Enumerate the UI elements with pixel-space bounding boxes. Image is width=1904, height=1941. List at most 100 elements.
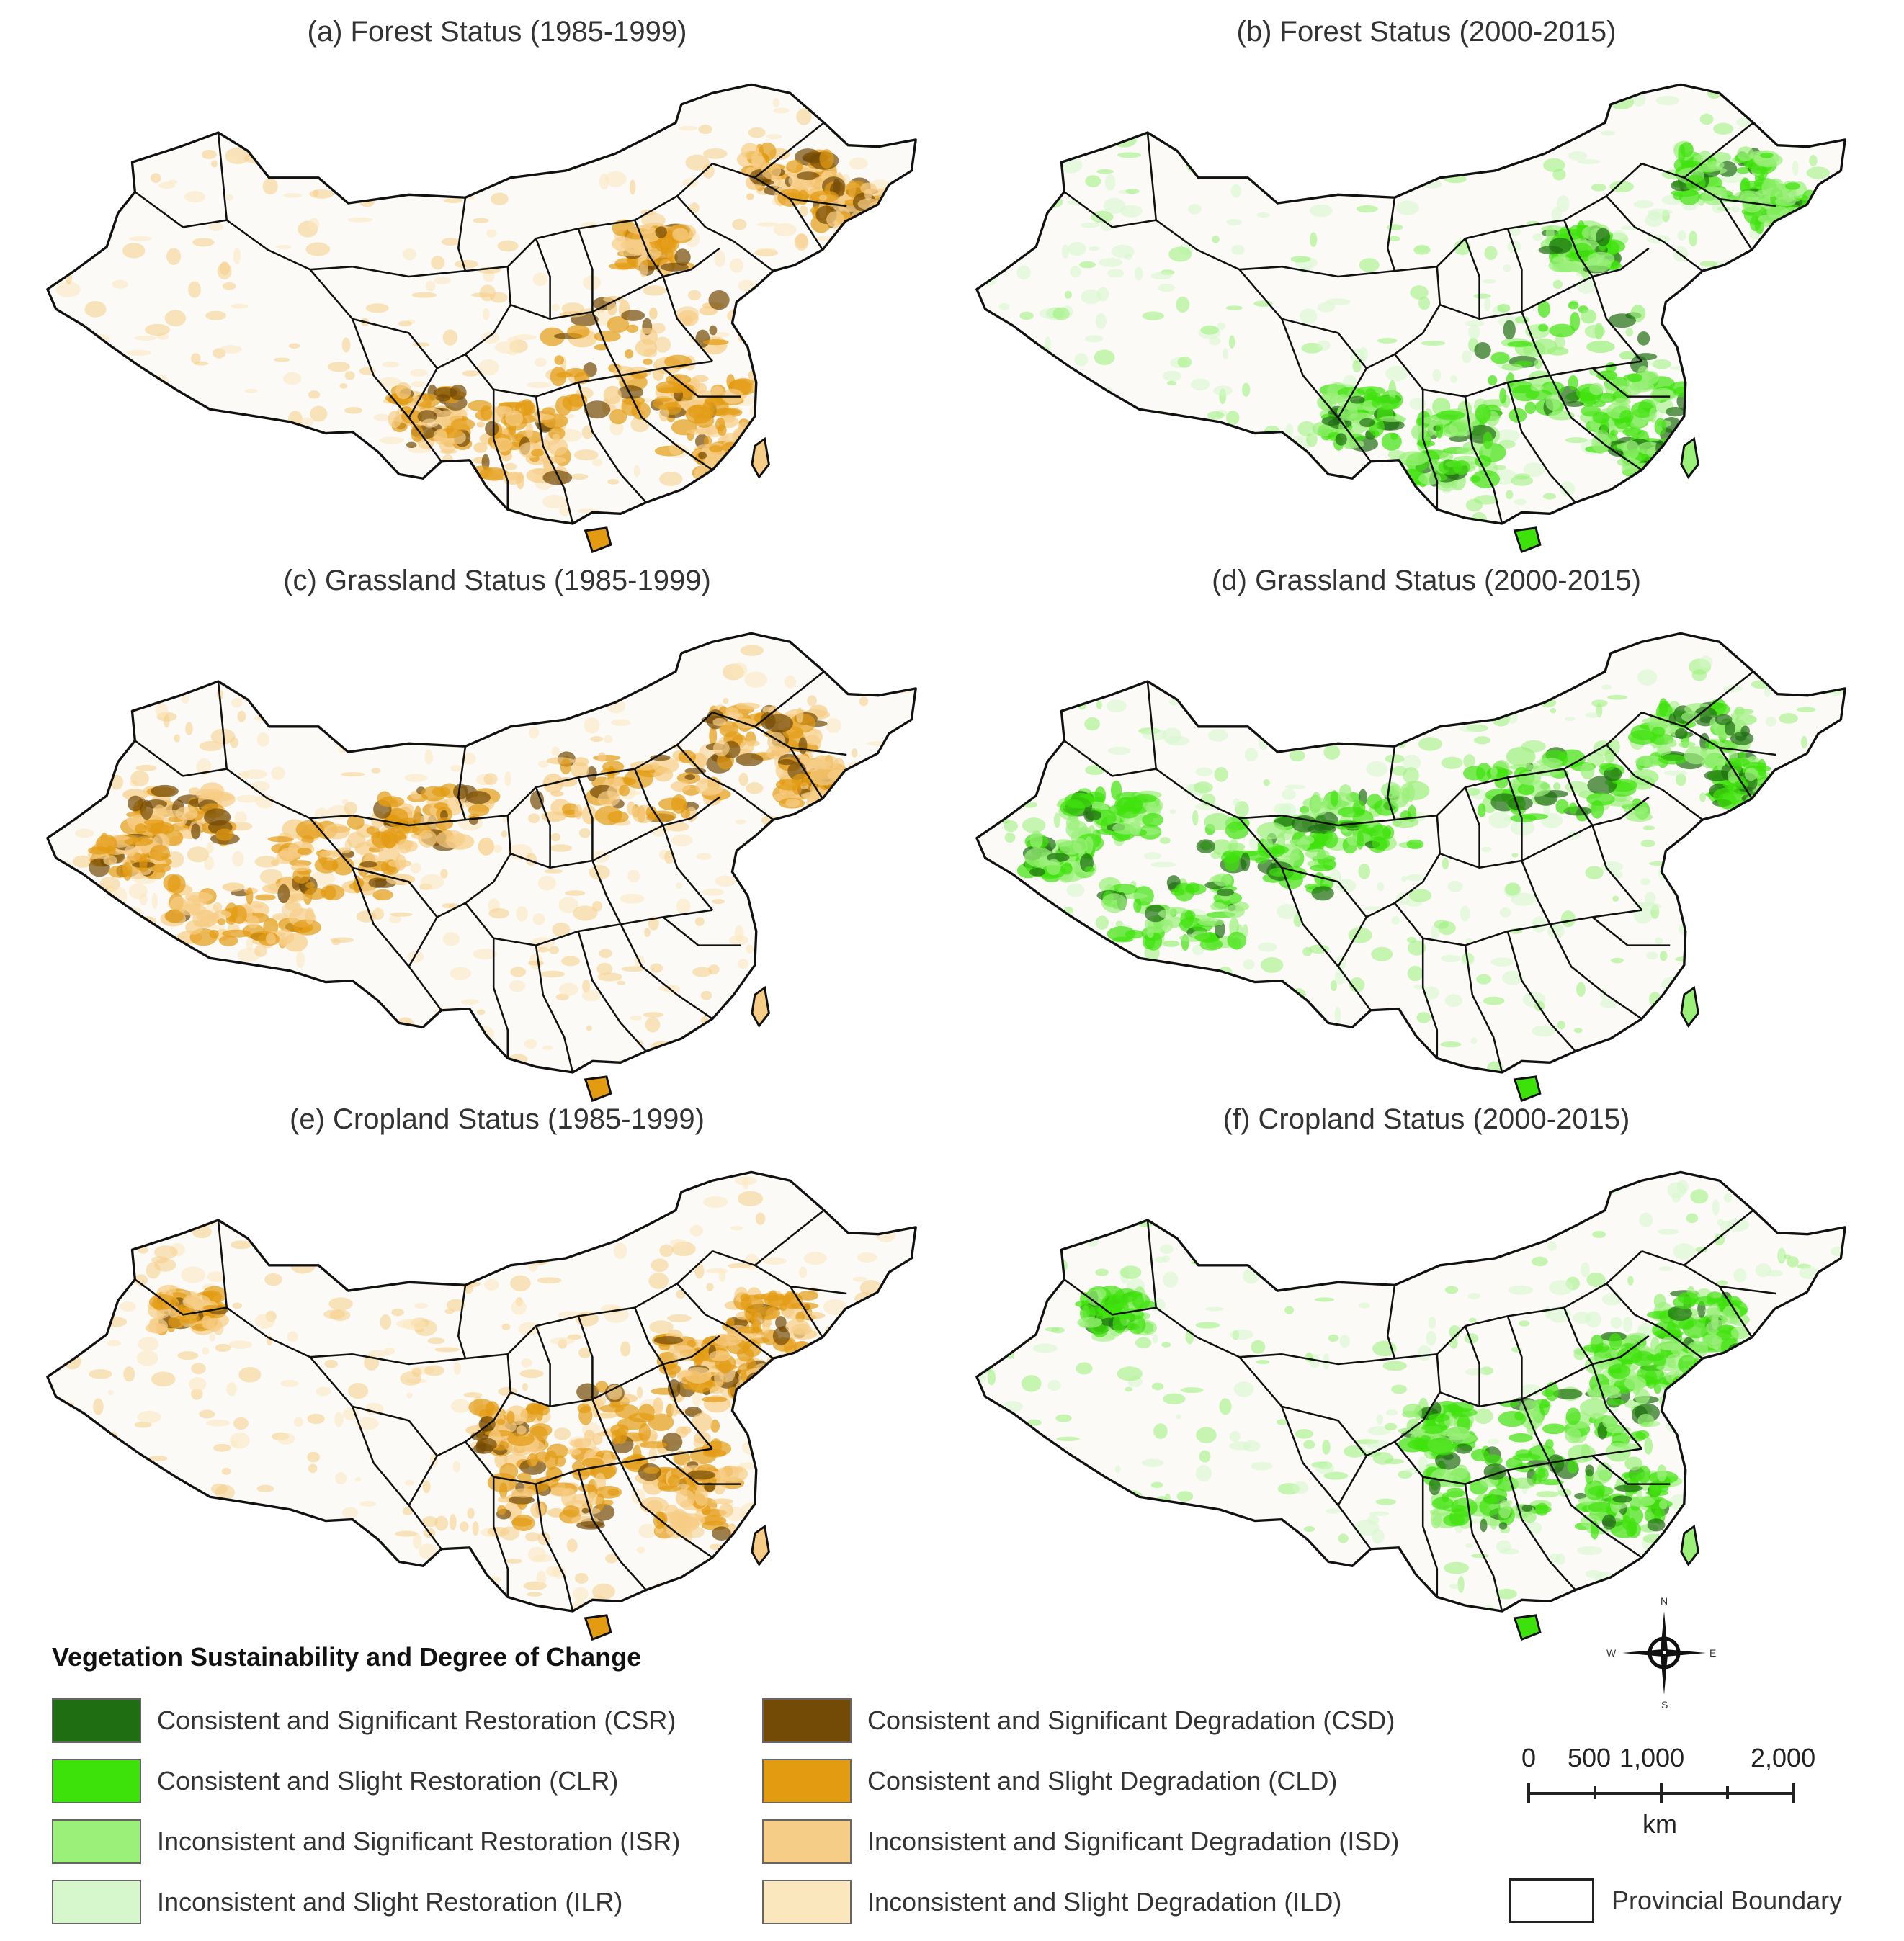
change-patch: [1604, 749, 1615, 763]
change-patch: [1441, 954, 1461, 963]
province-boundary: [1238, 269, 1372, 462]
change-patch: [134, 411, 147, 418]
change-patch: [323, 823, 350, 840]
change-patch: [519, 1458, 547, 1475]
change-patch: [756, 222, 779, 227]
change-patch: [134, 335, 156, 341]
change-patch: [609, 408, 627, 425]
change-patch: [709, 445, 723, 452]
hainan-island: [584, 526, 612, 554]
change-patch: [1456, 447, 1479, 455]
change-patch: [1317, 340, 1331, 351]
change-patch: [357, 128, 375, 133]
change-patch: [561, 956, 580, 967]
change-patch: [1158, 910, 1176, 918]
change-patch: [68, 1289, 74, 1304]
change-patch: [1528, 678, 1547, 695]
change-patch: [1713, 122, 1734, 135]
change-patch: [1775, 197, 1797, 207]
change-patch: [1385, 642, 1407, 653]
change-patch: [787, 272, 799, 287]
change-patch: [411, 1595, 427, 1611]
change-patch: [759, 1027, 775, 1034]
change-patch: [1366, 761, 1388, 777]
change-patch: [803, 835, 815, 849]
change-patch: [201, 1315, 213, 1329]
change-patch: [206, 841, 214, 853]
change-patch: [1675, 727, 1688, 739]
change-patch: [461, 999, 480, 1005]
change-patch: [270, 1582, 282, 1590]
province-boundary: [1591, 825, 1642, 911]
change-patch: [779, 1395, 795, 1402]
change-patch: [1530, 384, 1544, 392]
change-patch: [368, 493, 384, 506]
change-patch: [787, 1530, 795, 1543]
hainan-island: [1513, 526, 1542, 554]
change-patch: [74, 828, 94, 838]
change-patch: [441, 238, 460, 246]
change-patch: [383, 831, 396, 849]
change-patch: [47, 986, 60, 997]
change-patch: [212, 1026, 218, 1036]
change-patch: [871, 413, 882, 420]
province-boundary: [754, 122, 825, 179]
province-boundary: [662, 916, 741, 946]
change-patch: [793, 308, 811, 323]
change-patch: [750, 1381, 762, 1402]
change-patch: [1556, 680, 1577, 686]
change-patch: [1125, 930, 1144, 939]
change-patch: [1599, 763, 1616, 771]
province-boundary: [1281, 712, 1642, 827]
change-patch: [53, 882, 75, 890]
change-patch: [202, 1347, 210, 1355]
change-patch: [148, 423, 154, 432]
change-patch: [819, 149, 834, 169]
change-patch: [1213, 385, 1233, 396]
change-patch: [544, 869, 563, 874]
change-patch: [799, 881, 813, 887]
change-patch: [1524, 512, 1538, 524]
change-patch: [772, 97, 780, 108]
change-patch: [586, 766, 597, 781]
change-patch: [1805, 279, 1828, 290]
change-patch: [644, 928, 651, 938]
change-patch: [760, 1292, 785, 1301]
change-patch: [504, 462, 517, 470]
change-patch: [378, 187, 392, 194]
change-patch: [151, 399, 165, 413]
change-patch: [313, 515, 321, 524]
change-patch: [136, 1350, 158, 1366]
change-patch: [1029, 867, 1045, 877]
change-patch: [787, 431, 801, 442]
change-patch: [286, 447, 311, 463]
change-patch: [501, 103, 509, 114]
province-boundary: [662, 276, 713, 362]
change-patch: [803, 931, 825, 941]
change-patch: [1225, 821, 1249, 840]
change-patch: [414, 805, 422, 825]
change-patch: [1771, 800, 1795, 810]
change-patch: [472, 1520, 479, 1536]
change-patch: [1463, 113, 1478, 130]
change-patch: [1822, 633, 1834, 647]
change-patch: [1346, 835, 1360, 846]
change-patch: [792, 1494, 807, 1510]
change-patch: [1226, 219, 1242, 225]
change-patch: [1669, 441, 1679, 454]
change-patch: [402, 1319, 426, 1330]
change-patch: [1734, 706, 1745, 717]
change-patch: [1085, 765, 1105, 776]
change-patch: [1297, 145, 1306, 158]
change-patch: [1150, 514, 1163, 524]
change-patch: [581, 990, 601, 1002]
change-patch: [687, 290, 702, 300]
change-patch: [511, 1488, 536, 1498]
change-patch: [771, 422, 796, 434]
change-patch: [1200, 325, 1220, 335]
change-patch: [1592, 411, 1610, 424]
change-patch: [339, 383, 348, 389]
change-patch: [1311, 506, 1326, 521]
change-patch: [526, 382, 552, 388]
change-patch: [125, 84, 140, 97]
